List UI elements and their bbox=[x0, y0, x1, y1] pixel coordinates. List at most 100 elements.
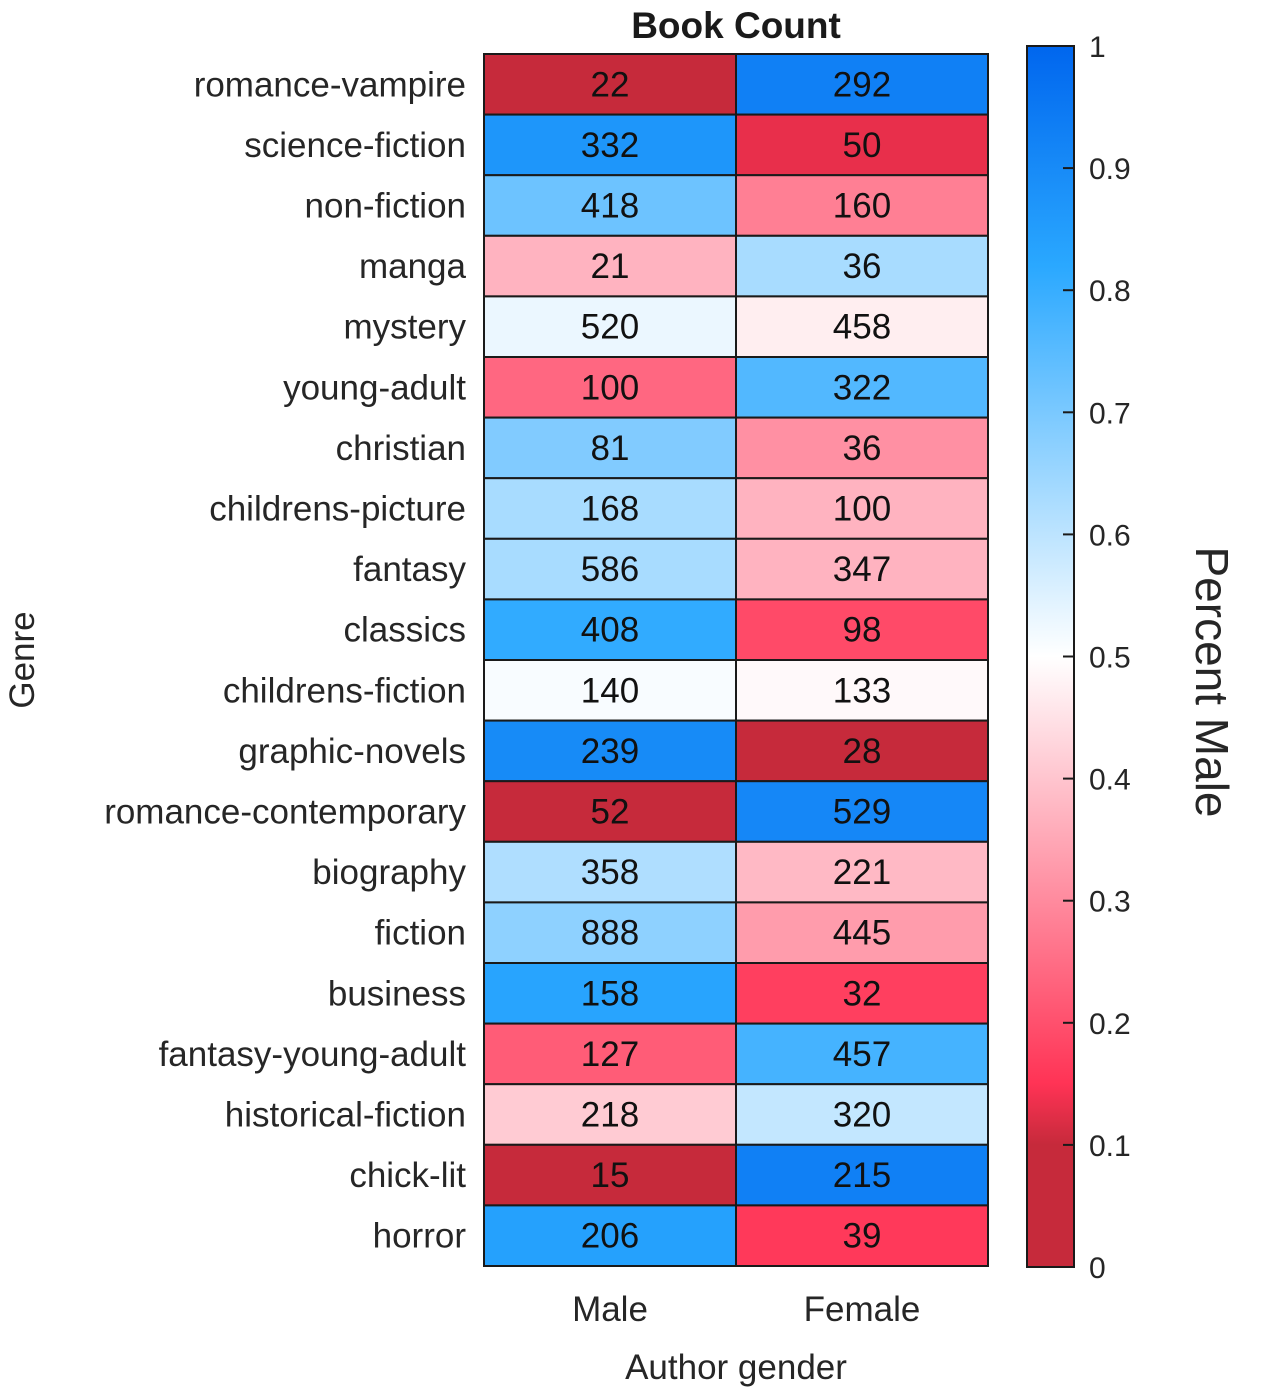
heatmap-cells: 22 292 332 50 418 160 21 36 520 458 100 322 81 36 168 1… bbox=[483, 53, 989, 1268]
cell-value-label: 32 bbox=[843, 974, 882, 1013]
cell-value-label: 98 bbox=[843, 611, 882, 650]
heatmap-cell bbox=[735, 719, 989, 783]
colorbar-tick-label: 0.8 bbox=[1089, 275, 1131, 308]
column-label: Male bbox=[572, 1290, 648, 1329]
cell-value-label: 140 bbox=[581, 671, 639, 710]
colorbar-tick-label: 0.1 bbox=[1089, 1130, 1131, 1163]
heatmap-cell bbox=[483, 962, 737, 1025]
cell-value-label: 586 bbox=[581, 550, 639, 589]
heatmap-cell bbox=[735, 537, 989, 601]
column-label: Female bbox=[804, 1290, 921, 1329]
cell-value-label: 320 bbox=[833, 1096, 891, 1135]
heatmap-cell bbox=[735, 174, 989, 237]
colorbar-tick-label: 0.5 bbox=[1089, 642, 1131, 675]
cell-value-label: 160 bbox=[833, 187, 891, 226]
row-label: horror bbox=[373, 1217, 467, 1256]
colorbar-tick-label: 0 bbox=[1089, 1252, 1106, 1285]
row-label: romance-vampire bbox=[194, 65, 466, 104]
row-label: classics bbox=[343, 611, 466, 650]
cell-value-label: 133 bbox=[833, 671, 891, 710]
cell-value-label: 206 bbox=[581, 1217, 639, 1256]
cell-value-label: 81 bbox=[591, 429, 630, 468]
colorbar-tick-label: 0.7 bbox=[1089, 397, 1131, 430]
heatmap-cell bbox=[483, 598, 737, 662]
heatmap-cell bbox=[483, 840, 737, 904]
row-label: young-adult bbox=[283, 368, 466, 407]
colorbar-title: Percent Male bbox=[1186, 546, 1238, 817]
cell-value-label: 445 bbox=[833, 914, 891, 953]
x-axis-label: Author gender bbox=[625, 1348, 847, 1387]
row-label: romance-contemporary bbox=[104, 793, 466, 832]
cell-value-label: 158 bbox=[581, 974, 639, 1013]
cell-value-label: 418 bbox=[581, 187, 639, 226]
heatmap-cell bbox=[735, 840, 989, 904]
row-label: science-fiction bbox=[244, 126, 466, 165]
row-labels: romance-vampire science-fiction non-fictio… bbox=[104, 65, 466, 1255]
cell-value-label: 457 bbox=[833, 1035, 891, 1074]
heatmap-cell bbox=[483, 901, 737, 965]
colorbar-tick-label: 1 bbox=[1089, 31, 1106, 64]
row-label: historical-fiction bbox=[225, 1096, 466, 1135]
cell-value-label: 52 bbox=[591, 793, 630, 832]
chart-title: Book Count bbox=[631, 5, 841, 46]
cell-value-label: 408 bbox=[581, 611, 639, 650]
colorbar-tick-label: 0.9 bbox=[1089, 153, 1131, 186]
heatmap-cell bbox=[735, 477, 989, 540]
heatmap-cell bbox=[483, 53, 737, 116]
cell-value-label: 292 bbox=[833, 65, 891, 104]
heatmap-cell bbox=[735, 234, 989, 298]
heatmap-cell bbox=[735, 356, 989, 419]
cell-value-label: 15 bbox=[591, 1156, 630, 1195]
row-label: mystery bbox=[344, 308, 467, 347]
row-label: chick-lit bbox=[349, 1156, 466, 1195]
cell-value-label: 100 bbox=[833, 490, 891, 529]
row-label: fantasy-young-adult bbox=[159, 1035, 467, 1074]
row-label: childrens-picture bbox=[209, 490, 466, 529]
colorbar: 0 0.1 0.2 0.3 0.4 0.5 0.6 0.7 0.8 0.9 1 bbox=[1026, 31, 1131, 1285]
row-label: christian bbox=[336, 429, 466, 468]
cell-value-label: 127 bbox=[581, 1035, 639, 1074]
cell-value-label: 218 bbox=[581, 1096, 639, 1135]
cell-value-label: 322 bbox=[833, 368, 891, 407]
heatmap-cell bbox=[735, 780, 989, 843]
heatmap-cell bbox=[483, 659, 737, 722]
cell-value-label: 458 bbox=[833, 308, 891, 347]
cell-value-label: 239 bbox=[581, 732, 639, 771]
cell-value-label: 888 bbox=[581, 914, 639, 953]
y-axis-label: Genre bbox=[3, 611, 42, 708]
cell-value-label: 529 bbox=[833, 793, 891, 832]
row-label: fantasy bbox=[353, 550, 466, 589]
cell-value-label: 520 bbox=[581, 308, 639, 347]
heatmap-cell bbox=[735, 295, 989, 358]
cell-value-label: 168 bbox=[581, 490, 639, 529]
colorbar-tick-label: 0.4 bbox=[1089, 764, 1131, 797]
cell-value-label: 100 bbox=[581, 368, 639, 407]
cell-value-label: 22 bbox=[591, 65, 630, 104]
row-label: non-fiction bbox=[305, 187, 466, 226]
heatmap-cell bbox=[735, 1204, 989, 1268]
heatmap-cell bbox=[483, 1143, 737, 1207]
cell-value-label: 36 bbox=[843, 247, 882, 286]
cell-value-label: 21 bbox=[591, 247, 630, 286]
cell-value-label: 50 bbox=[843, 126, 882, 165]
row-label: biography bbox=[312, 853, 466, 892]
row-label: childrens-fiction bbox=[223, 671, 466, 710]
row-label: manga bbox=[359, 247, 467, 286]
heatmap-cell bbox=[735, 598, 989, 662]
heatmap-cell bbox=[483, 1204, 737, 1268]
column-labels: Male Female bbox=[572, 1290, 920, 1329]
heatmap-cell bbox=[483, 113, 737, 177]
heatmap-cell bbox=[735, 113, 989, 177]
heatmap-cell bbox=[735, 1083, 989, 1146]
heatmap-cell bbox=[735, 659, 989, 722]
cell-value-label: 221 bbox=[833, 853, 891, 892]
colorbar-ticks: 0 0.1 0.2 0.3 0.4 0.5 0.6 0.7 0.8 0.9 1 bbox=[1063, 31, 1131, 1285]
row-label: business bbox=[328, 974, 466, 1013]
cell-value-label: 332 bbox=[581, 126, 639, 165]
colorbar-tick-label: 0.3 bbox=[1089, 886, 1131, 919]
heatmap-cell bbox=[735, 901, 989, 965]
cell-value-label: 215 bbox=[833, 1156, 891, 1195]
cell-value-label: 28 bbox=[843, 732, 882, 771]
cell-value-label: 347 bbox=[833, 550, 891, 589]
